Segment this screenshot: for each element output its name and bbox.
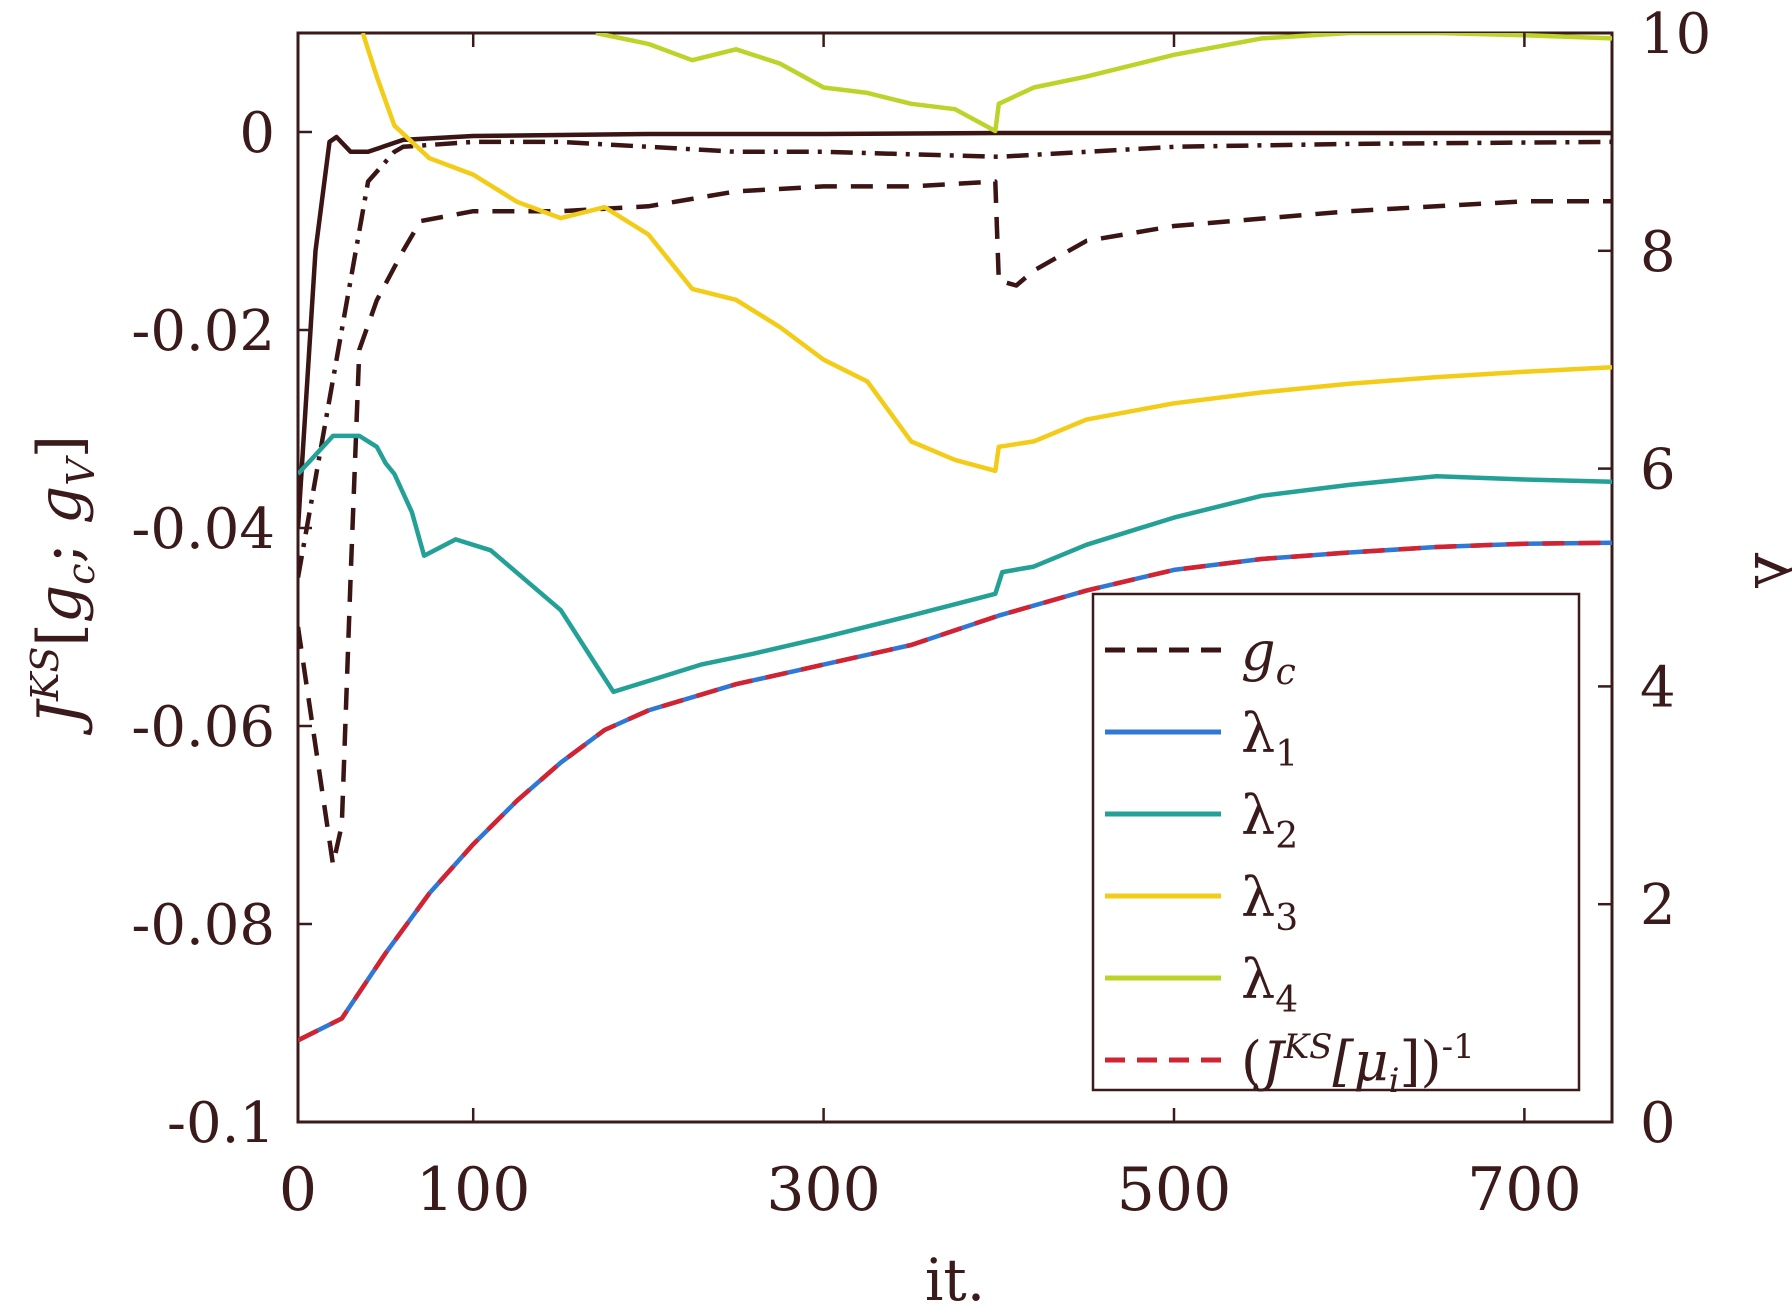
legend-label: λ1: [1241, 702, 1298, 775]
y-right-tick-label: 10: [1640, 2, 1711, 67]
y-right-tick-label: 4: [1640, 655, 1676, 720]
x-tick-label: 0: [279, 1155, 317, 1225]
series-line-6: [360, 33, 1612, 474]
x-tick-label: 500: [1117, 1155, 1232, 1225]
legend-label: gc: [1241, 620, 1296, 693]
series-line-8: [298, 540, 1612, 1043]
y-left-tick-label: -0.06: [131, 695, 275, 760]
y-right-tick-label: 6: [1640, 438, 1676, 503]
legend-label: λ2: [1241, 784, 1298, 857]
x-tick-label: 700: [1467, 1155, 1582, 1225]
y-left-axis-title: JKS[gc; gV]: [23, 435, 103, 736]
series-line-1: [298, 130, 1612, 529]
y-right-tick-label: 8: [1640, 220, 1676, 285]
axes-layer: 0 100 300 500 7000-0.02-0.04-0.06-0.08-0.110…: [23, 2, 1792, 1313]
y-right-axis-title: λ: [1740, 550, 1792, 589]
legend-box: [1091, 592, 1581, 1092]
legend-label: λ3: [1241, 866, 1298, 939]
y-left-tick-label: -0.04: [131, 497, 275, 562]
series-layer: [298, 33, 1612, 1043]
series-line-3: [298, 179, 1612, 867]
legend-label: λ4: [1241, 948, 1298, 1021]
y-left-tick-label: -0.08: [131, 893, 275, 958]
series-line-2: [298, 139, 1612, 578]
y-right-tick-label: 0: [1640, 1091, 1676, 1156]
y-right-tick-label: 2: [1640, 873, 1676, 938]
x-axis-title: it.: [925, 1246, 985, 1313]
x-tick-label: 300: [766, 1155, 881, 1225]
y-left-tick-label: -0.1: [167, 1091, 275, 1156]
y-left-tick-label: 0: [239, 101, 275, 166]
series-line-5: [298, 433, 1612, 695]
legend-label: (JKS[μi])-1: [1241, 1027, 1475, 1101]
series-line-7: [595, 33, 1612, 134]
y-left-tick-label: -0.02: [131, 299, 275, 364]
x-tick-label: 100: [416, 1155, 531, 1225]
legend: gc λ1 λ2 λ3 λ4(JKS[μi])-1: [1091, 592, 1581, 1101]
